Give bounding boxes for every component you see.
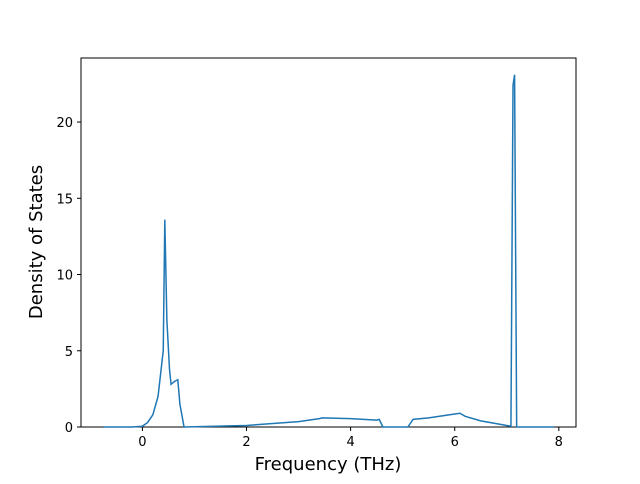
- line: [103, 74, 554, 428]
- x-tick-label: 2: [242, 435, 250, 450]
- x-tick-label: 0: [138, 435, 146, 450]
- x-tick-label: 6: [451, 435, 459, 450]
- x-axis-label: Frequency (THz): [255, 454, 402, 475]
- y-axis-label: Density of States: [26, 165, 47, 319]
- y-tick-label: 10: [56, 269, 73, 284]
- plot-frame: [80, 57, 577, 428]
- y-tick-label: 0: [65, 421, 73, 436]
- y-tick-label: 20: [56, 116, 73, 131]
- y-tick-label: 5: [65, 345, 73, 360]
- y-tick-label: 15: [56, 192, 73, 207]
- x-tick-label: 8: [555, 435, 563, 450]
- x-tick-label: 4: [346, 435, 354, 450]
